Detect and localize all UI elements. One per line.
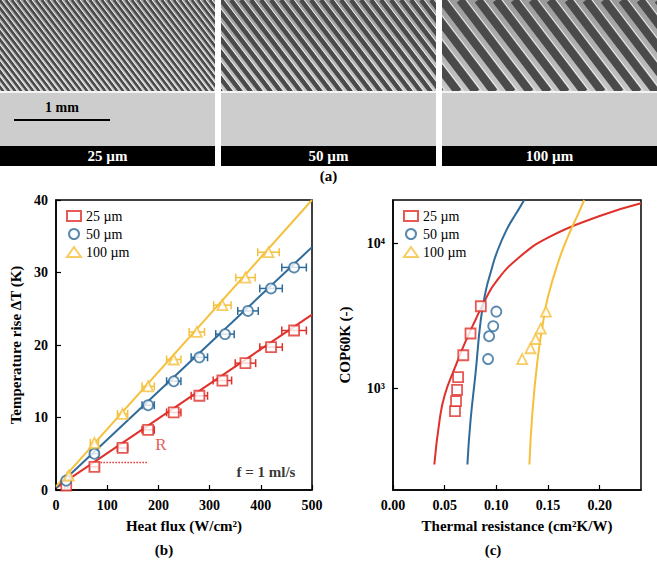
svg-text:Heat flux (W/cm²): Heat flux (W/cm²) — [126, 518, 242, 535]
svg-text:50 µm: 50 µm — [86, 227, 123, 242]
svg-text:40: 40 — [34, 193, 48, 208]
svg-text:50 µm: 50 µm — [309, 148, 349, 164]
svg-text:25 µm: 25 µm — [86, 209, 123, 224]
svg-text:10³: 10³ — [367, 381, 385, 396]
svg-text:0.15: 0.15 — [536, 498, 561, 513]
svg-text:0.20: 0.20 — [587, 498, 612, 513]
svg-text:f = 1 ml/s: f = 1 ml/s — [236, 464, 295, 480]
svg-text:400: 400 — [250, 498, 271, 513]
svg-text:0: 0 — [41, 483, 48, 498]
svg-text:10⁴: 10⁴ — [367, 236, 386, 251]
html-text:(c): (c) — [484, 542, 502, 558]
svg-text:500: 500 — [302, 498, 323, 513]
html-text:(a): (a) — [319, 168, 338, 184]
svg-text:0.05: 0.05 — [432, 498, 457, 513]
svg-text:0.10: 0.10 — [484, 498, 509, 513]
svg-text:20: 20 — [34, 338, 48, 353]
svg-text:1 mm: 1 mm — [45, 100, 79, 115]
svg-text:0.00: 0.00 — [381, 498, 406, 513]
svg-text:100 µm: 100 µm — [423, 245, 467, 260]
svg-text:300: 300 — [199, 498, 220, 513]
svg-text:25 µm: 25 µm — [88, 148, 128, 164]
svg-text:0: 0 — [53, 498, 60, 513]
svg-text:100 µm: 100 µm — [86, 245, 130, 260]
svg-text:Temperature rise ΔT (K): Temperature rise ΔT (K) — [8, 266, 25, 425]
svg-text:50 µm: 50 µm — [423, 227, 460, 242]
svg-text:100 µm: 100 µm — [526, 148, 574, 164]
svg-text:200: 200 — [148, 498, 169, 513]
svg-text:Thermal resistance (cm²K/W): Thermal resistance (cm²K/W) — [422, 518, 613, 535]
svg-text:COP60K (-): COP60K (-) — [337, 306, 354, 383]
svg-text:30: 30 — [34, 265, 48, 280]
html-text:(b): (b) — [154, 542, 174, 558]
svg-text:25 µm: 25 µm — [423, 209, 460, 224]
svg-text:10: 10 — [34, 410, 48, 425]
svg-text:R: R — [155, 435, 167, 454]
svg-text:100: 100 — [97, 498, 118, 513]
